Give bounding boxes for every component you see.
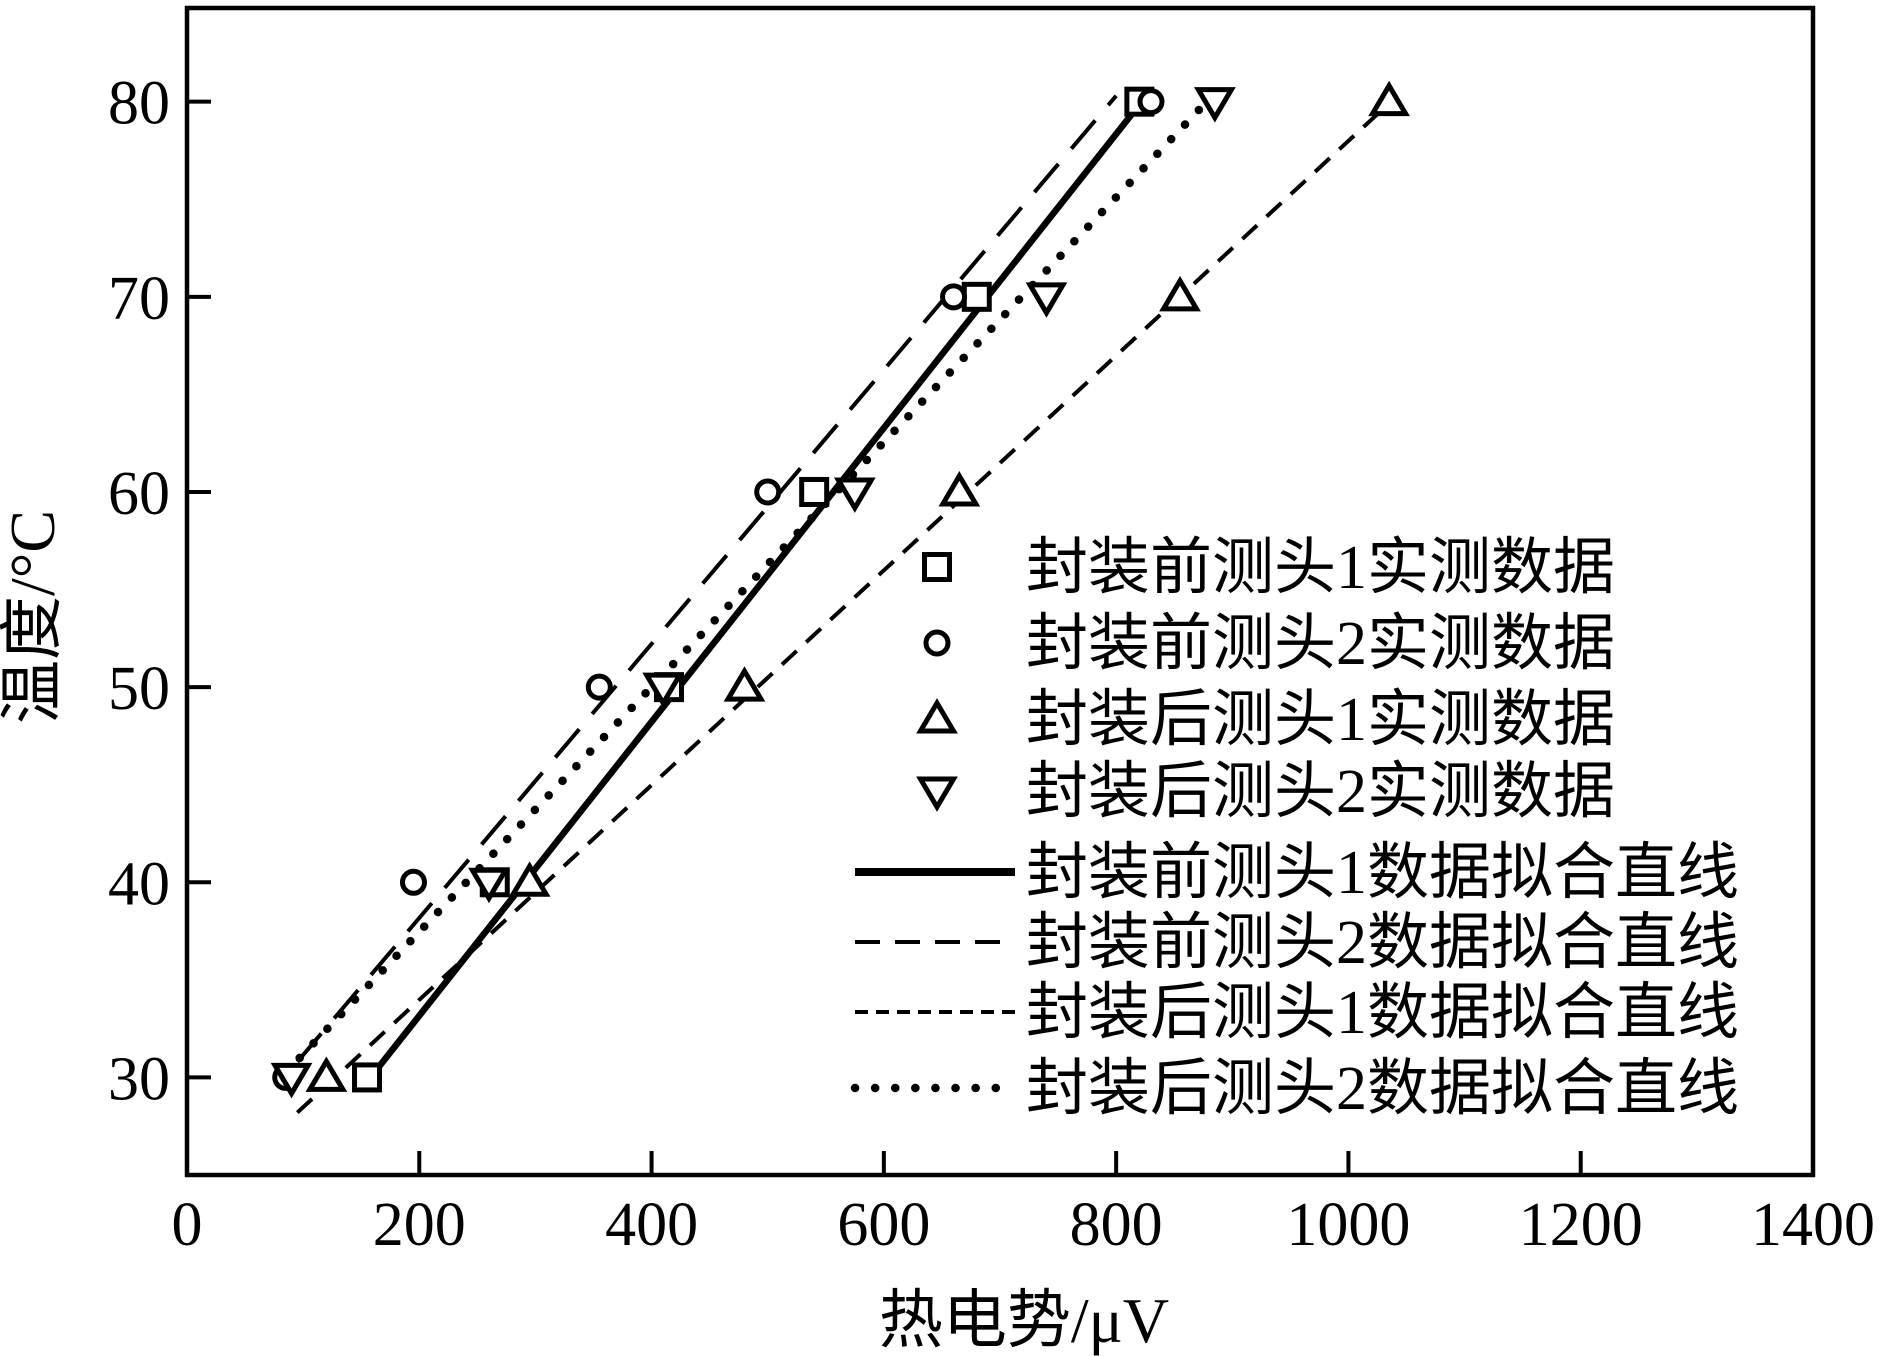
x-tick-label: 400 (605, 1191, 698, 1259)
x-tick-label: 200 (373, 1191, 466, 1259)
x-tick-label: 1000 (1286, 1191, 1410, 1259)
data-marker-series1-point5 (1137, 88, 1165, 116)
legend-label-1: 封装前测头2实测数据 (1026, 610, 1615, 678)
data-marker-series0-point4 (961, 281, 992, 312)
fit-line-0 (367, 99, 1145, 1080)
y-tick-label: 40 (108, 850, 170, 918)
x-tick-label: 1200 (1519, 1191, 1643, 1259)
data-marker-series0-point3 (799, 476, 830, 507)
legend-label-4: 封装前测头1数据拟合直线 (1026, 839, 1739, 907)
legend-marker-3 (916, 776, 958, 812)
y-tick-label: 50 (108, 655, 170, 723)
data-marker-series2-point5 (1368, 80, 1410, 117)
y-tick-label: 60 (108, 460, 170, 528)
legend-label-3: 封装后测头2实测数据 (1026, 758, 1615, 826)
legend-label-7: 封装后测头2数据拟合直线 (1026, 1055, 1739, 1123)
data-marker-series3-point4 (1025, 282, 1068, 318)
fit-line-1 (295, 94, 1118, 1064)
legend-label-0: 封装前测头1实测数据 (1026, 534, 1615, 602)
data-marker-series2-point1 (508, 861, 551, 897)
plot-border (184, 5, 1816, 1178)
data-marker-series2-point0 (305, 1056, 348, 1092)
y-tick-label: 30 (108, 1045, 170, 1113)
legend-marker-2 (916, 698, 958, 734)
data-marker-series1-point2 (585, 673, 613, 701)
x-tick-label: 0 (172, 1191, 203, 1259)
data-marker-series2-point4 (1159, 275, 1201, 312)
legend-marker-0 (922, 552, 952, 582)
legend-marker-1 (923, 629, 951, 657)
x-tick-label: 600 (837, 1191, 930, 1259)
y-axis-title: 温度/°C (0, 509, 68, 725)
data-marker-series1-point1 (399, 868, 427, 896)
y-tick-label: 70 (108, 265, 170, 333)
legend-label-6: 封装后测头1数据拟合直线 (1026, 979, 1739, 1047)
data-marker-series3-point0 (270, 1062, 313, 1099)
data-marker-series3-point1 (468, 867, 510, 904)
data-marker-series2-point3 (938, 471, 981, 507)
fit-line-3 (295, 97, 1211, 1063)
data-marker-series0-point0 (352, 1062, 383, 1093)
x-tick-label: 1400 (1751, 1191, 1875, 1259)
y-tick-label: 80 (108, 70, 170, 138)
x-axis-title: 热电势/μV (878, 1285, 1170, 1356)
x-tick-label: 800 (1070, 1191, 1163, 1259)
data-marker-series1-point3 (754, 478, 782, 506)
data-marker-series3-point5 (1193, 87, 1236, 123)
fit-line-2 (295, 94, 1399, 1115)
data-marker-series3-point2 (642, 672, 685, 709)
data-marker-series3-point3 (833, 477, 876, 513)
data-marker-series1-point4 (940, 283, 968, 311)
legend-label-2: 封装后测头1实测数据 (1026, 686, 1615, 754)
data-marker-series2-point2 (723, 666, 766, 702)
legend-label-5: 封装前测头2数据拟合直线 (1026, 909, 1739, 977)
